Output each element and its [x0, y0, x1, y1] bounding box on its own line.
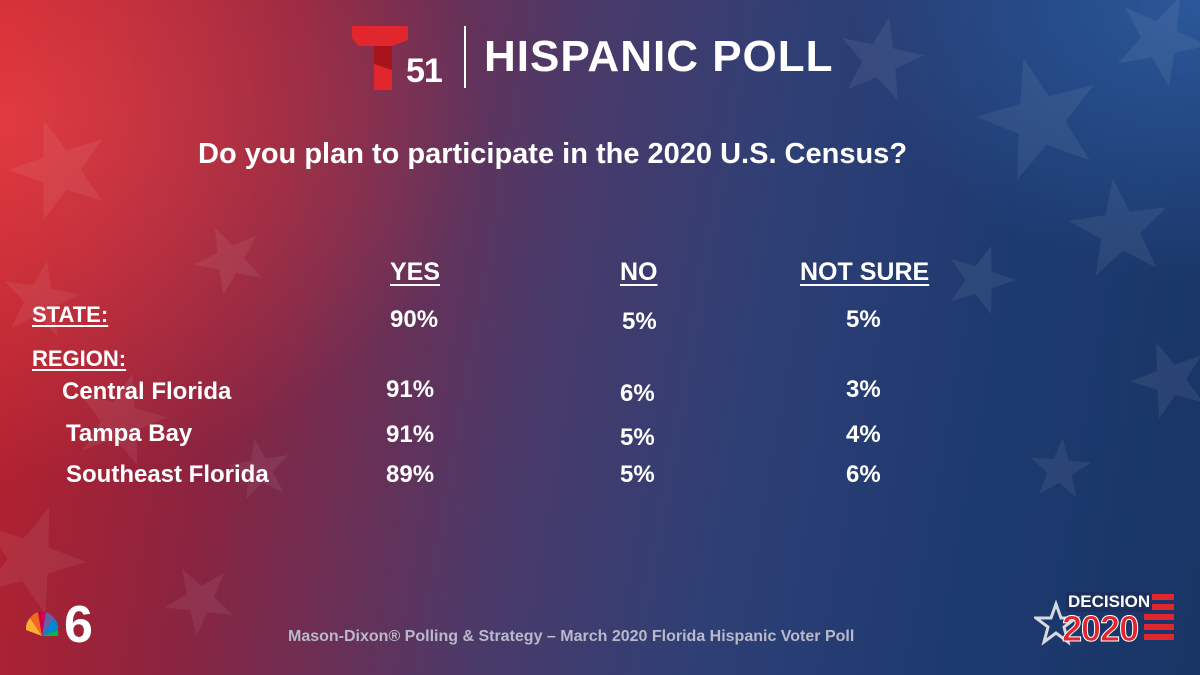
decision-2020-star-icon	[1034, 594, 1174, 646]
southeast-florida-yes-value: 89%	[386, 461, 435, 488]
region-row-southeast-florida: Southeast Florida	[66, 461, 269, 488]
page-title: HISPANIC POLL	[484, 32, 834, 81]
region-row-central-florida: Central Florida	[62, 378, 232, 405]
svg-text:6: 6	[64, 596, 93, 648]
poll-question: Do you plan to participate in the 2020 U…	[198, 138, 908, 170]
central-florida-no-value: 6%	[620, 380, 655, 407]
southeast-florida-no-value: 5%	[620, 461, 655, 488]
southeast-florida-not-sure-value: 6%	[846, 461, 881, 488]
decision-badge-word: DECISION	[1066, 592, 1153, 612]
region-label: REGION:	[32, 346, 127, 371]
source-credit: Mason-Dixon® Polling & Strategy – March …	[288, 628, 855, 645]
channel-number: 51	[406, 52, 443, 90]
central-florida-yes-value: 91%	[386, 376, 435, 403]
state-no-value: 5%	[622, 308, 657, 335]
column-header-not-sure: NOT SURE	[800, 258, 930, 286]
state-label: STATE:	[32, 302, 109, 327]
tampa-bay-not-sure-value: 4%	[846, 421, 881, 448]
state-yes-value: 90%	[390, 306, 439, 333]
central-florida-not-sure-value: 3%	[846, 376, 881, 403]
telemundo-logo-icon	[352, 26, 408, 90]
column-header-no: NO	[620, 258, 658, 286]
region-row-tampa-bay: Tampa Bay	[66, 420, 193, 447]
header-divider	[464, 26, 466, 88]
decision-badge-year: 2020	[1061, 608, 1139, 650]
state-not-sure-value: 5%	[846, 306, 881, 333]
column-header-yes: YES	[390, 258, 441, 286]
tampa-bay-no-value: 5%	[620, 424, 655, 451]
tampa-bay-yes-value: 91%	[386, 421, 435, 448]
nbc-peacock-icon: 6	[25, 596, 93, 648]
